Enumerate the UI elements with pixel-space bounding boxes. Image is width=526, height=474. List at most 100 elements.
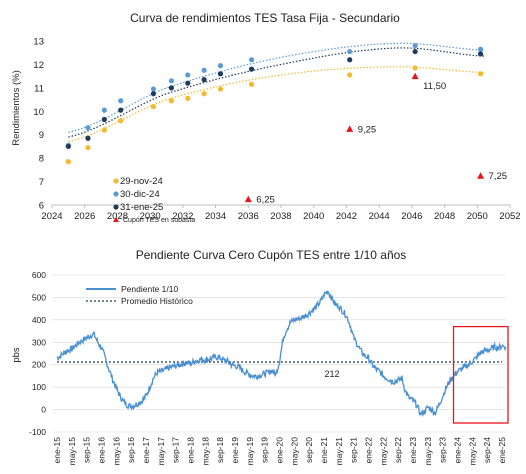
x-tick-label: sep-18 <box>215 437 225 463</box>
slope-legend: Pendiente 1/10 Promedio Histórico <box>86 284 193 306</box>
x-tick-label: may-24 <box>467 437 477 466</box>
point-nov24 <box>217 86 224 92</box>
legend-label-ene25: 31-ene-25 <box>120 202 163 213</box>
x-tick-label: ene-15 <box>52 437 62 464</box>
y-tick-label: 13 <box>33 37 44 48</box>
yield-chart-title: Curva de rendimientos TES Tasa Fija - Se… <box>130 11 400 25</box>
y-tick-label: 400 <box>32 315 46 325</box>
point-dic24 <box>201 67 207 73</box>
yield-curve-chart: Curva de rendimientos TES Tasa Fija - Se… <box>11 11 521 224</box>
slope-y-axis-label: pbs <box>11 347 22 363</box>
yield-trendlines <box>68 42 486 143</box>
trendline-nov24 <box>68 66 486 143</box>
cupon-value-label: 9,25 <box>358 124 377 135</box>
y-tick-label: 12 <box>33 60 44 71</box>
x-tick-label: sep-24 <box>482 437 492 463</box>
y-tick-label: 100 <box>32 382 46 392</box>
point-ene25 <box>217 71 224 77</box>
point-dic24 <box>347 48 353 55</box>
y-tick-label: 500 <box>32 292 46 302</box>
cupon-value-label: 7,25 <box>489 171 508 182</box>
x-tick-label: sep-23 <box>438 437 448 463</box>
legend-label-nov24: 29-nov-24 <box>120 176 163 187</box>
y-tick-label: -100 <box>29 427 46 437</box>
y-tick-label: 8 <box>39 154 44 165</box>
point-nov24 <box>347 72 353 78</box>
yield-points: 6,25 9,25 11,50 7,25 <box>65 43 508 206</box>
point-dic24 <box>150 86 157 92</box>
y-tick-label: 6 <box>39 201 44 212</box>
y-tick-label: 11 <box>34 83 44 94</box>
point-ene25 <box>347 57 353 63</box>
point-nov24 <box>201 91 207 97</box>
x-tick-label: may-23 <box>423 437 433 466</box>
legend-label-cupon: Cupón TES en subasta <box>123 217 195 224</box>
y-tick-label: 10 <box>33 107 44 118</box>
x-tick-label: ene-16 <box>97 437 107 464</box>
yield-legend: 29-nov-24 30-dic-24 31-ene-25 Cupón TES … <box>113 176 195 224</box>
x-tick-label: may-22 <box>378 437 388 466</box>
x-tick-label: may-16 <box>111 437 121 466</box>
point-nov24 <box>150 104 157 110</box>
point-nov24 <box>101 127 107 133</box>
x-tick-label: ene-18 <box>186 437 196 464</box>
slope-x-ticks: ene-15 may-15 sep-15 ene-16 may-16 sep-16 ene-… <box>52 437 507 466</box>
point-dic24 <box>185 72 191 78</box>
x-tick-label: 2032 <box>172 211 193 222</box>
yield-y-ticks: 6 7 8 9 10 11 12 13 <box>33 37 44 212</box>
x-tick-label: 2046 <box>401 211 422 222</box>
point-ene25 <box>85 135 91 141</box>
point-nov24 <box>85 145 91 151</box>
cupon-value-label: 11,50 <box>423 81 446 92</box>
y-tick-label: 200 <box>32 360 46 370</box>
x-tick-label: sep-15 <box>82 437 92 463</box>
x-tick-label: ene-17 <box>141 437 151 464</box>
trendline-ene25 <box>68 47 486 138</box>
x-tick-label: 2052 <box>499 211 520 222</box>
x-tick-label: ene-21 <box>319 437 329 464</box>
point-ene25 <box>118 107 124 113</box>
x-tick-label: sep-16 <box>126 437 136 463</box>
point-ene25 <box>185 80 191 86</box>
y-tick-label: 9 <box>39 130 44 141</box>
legend-marker-ene25 <box>113 204 119 210</box>
x-tick-label: 2036 <box>238 211 259 222</box>
highlight-box <box>452 325 509 424</box>
cupon-value-label: 6,25 <box>256 195 275 206</box>
x-tick-label: 2042 <box>336 211 357 222</box>
legend-label-promedio: Promedio Histórico <box>121 296 193 306</box>
point-nov24 <box>185 95 191 101</box>
point-ene25 <box>65 143 71 150</box>
point-ene25 <box>412 48 418 55</box>
y-tick-label: 7 <box>39 177 44 188</box>
x-tick-label: sep-20 <box>304 437 314 463</box>
x-tick-label: ene-22 <box>364 437 374 464</box>
legend-label-dic24: 30-dic-24 <box>120 189 160 200</box>
promedio-value-label: 212 <box>324 369 339 379</box>
x-tick-label: 2034 <box>205 211 226 222</box>
x-tick-label: ene-19 <box>230 437 240 464</box>
x-tick-label: 2048 <box>434 211 455 222</box>
point-ene25 <box>150 91 157 97</box>
point-dic24 <box>477 46 484 52</box>
point-ene25 <box>248 66 255 72</box>
x-tick-label: 2030 <box>140 211 161 222</box>
point-nov24 <box>412 65 418 71</box>
x-tick-label: may-15 <box>67 437 77 466</box>
x-tick-label: 2026 <box>74 211 95 222</box>
x-tick-label: ene-25 <box>497 437 507 464</box>
x-tick-label: sep-17 <box>171 437 181 463</box>
x-tick-label: may-20 <box>289 437 299 466</box>
point-nov24 <box>65 159 71 165</box>
point-dic24 <box>168 78 175 84</box>
x-tick-label: may-18 <box>200 437 210 466</box>
y-tick-label: 300 <box>32 337 46 347</box>
legend-marker-nov24 <box>113 178 119 184</box>
point-dic24 <box>248 57 255 63</box>
pendiente-series-line <box>56 290 507 418</box>
x-tick-label: ene-20 <box>275 437 285 464</box>
yield-y-axis-label: Rendimientos (%) <box>11 70 22 146</box>
slope-y-ticks: -100 0 100 200 300 400 500 600 <box>29 270 46 437</box>
cupon-point <box>244 195 252 203</box>
